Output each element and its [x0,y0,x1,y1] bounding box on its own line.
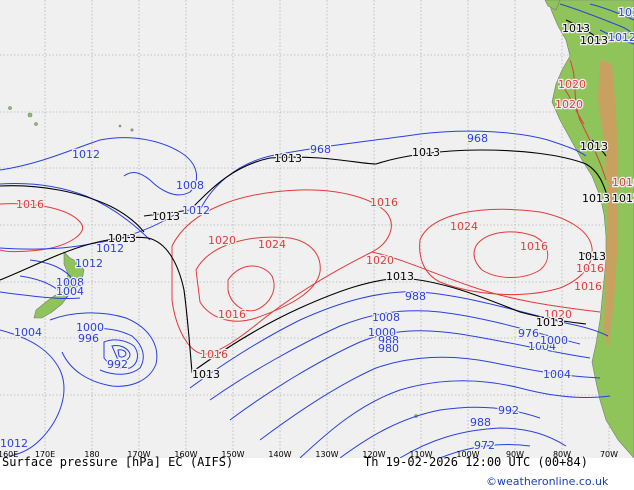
isobar-high-label: 1016 [520,240,548,253]
isobar-low-label: 968 [467,132,488,145]
isobar-1013-label: 1013 [612,192,634,205]
isobar-low-label: 1012 [72,148,100,161]
isobar-1013-label: 1013 [580,140,608,153]
new-zealand-north-island [63,251,85,293]
isobar-low-label: 988 [378,334,399,347]
isobar-low-label: 992 [107,358,128,371]
island [118,124,122,128]
isobar-high-label: 1016 [200,348,228,361]
isobar-low-label: 1012 [618,6,634,19]
longitude-tick-label: 150W [221,450,244,459]
longitude-tick-label: 170W [127,450,150,459]
isobar-high-label: 1024 [258,238,286,251]
isobar-1013-label: 1013 [412,146,440,159]
longitude-tick-label: 80W [553,450,571,459]
map-title: Surface pressure [hPa] EC (AIFS) [2,455,233,469]
isobar-low-label: 1004 [543,368,571,381]
island [27,112,33,118]
isobar-1013-label: 1013 [562,22,590,35]
island [8,106,12,110]
isobar-high-label: 1020 [555,98,583,111]
isobar-low-label: 1008 [372,311,400,324]
isobar-low-label: 1000 [76,321,104,334]
longitude-tick-label: 180 [84,450,99,459]
isobar-low-label: 988 [470,416,491,429]
isobar-high-label: 1020 [366,254,394,267]
isobar-high-label: 1016 [16,198,44,211]
isobars-low [0,3,634,459]
isobar-high-label: 1020 [208,234,236,247]
isobar-low-label: 1008 [176,179,204,192]
valid-time: Th 19-02-2026 12:00 UTC (00+84) [364,455,588,469]
isobar-low-label: 1012 [75,257,103,270]
isobar-1013-label: 1013 [386,270,414,283]
longitude-tick-label: 100W [456,450,479,459]
isobar-high-label: 1024 [450,220,478,233]
isobar-high-label: 1020 [544,308,572,321]
isobar-low-label: 1012 [608,31,634,44]
isobar-1013-label: 1013 [582,192,610,205]
credit-link[interactable]: ©weatheronline.co.uk [486,475,609,488]
longitude-tick-label: 160E [0,450,18,459]
central-america [544,0,561,11]
isobar-1013-label: 1013 [108,232,136,245]
longitude-tick-label: 120W [362,450,385,459]
isobar-low-label: 1004 [528,340,556,353]
isobar-1013-label: 1013 [536,316,564,329]
isobar-high-label: 1016 [574,280,602,293]
isobars-high [0,59,607,355]
longitude-tick-label: 160W [174,450,197,459]
isobar-1013-label: 1013 [192,368,220,381]
isobar-low-label: 1012 [0,437,28,450]
longitude-tick-label: 140W [268,450,291,459]
isobar-labels-high: 1016 1016 1020 1024 1016 1016 1020 1024 1016 1020… [15,77,634,363]
longitude-tick-label: 110W [409,450,432,459]
footer-band [0,458,634,490]
isobar-low-label: 988 [405,290,426,303]
isobar-standard [0,19,609,374]
island [34,122,38,126]
longitude-tick-label: 170E [35,450,55,459]
ocean-background [0,0,634,458]
isobar-high-label: 1016 [218,308,246,321]
isobar-low-label: 1004 [14,326,42,339]
isobar-1013-label: 1013 [580,34,608,47]
isobar-high-label: 1016 [612,176,634,189]
longitude-tick-label: 130W [315,450,338,459]
andes [598,60,618,350]
isobar-low-label: 968 [310,143,331,156]
isobar-1013-label: 1013 [578,250,606,263]
longitude-tick-label: 70W [600,450,618,459]
isobar-low-label: 1000 [368,326,396,339]
isobar-high-label: 1016 [576,262,604,275]
longitude-axis: 160E 170E 180 170W 160W 150W 140W 130W 120W 110W 1… [0,450,618,459]
isobar-1013-label: 1013 [152,210,180,223]
longitude-tick-label: 90W [506,450,524,459]
isobar-1013-label: 1013 [274,152,302,165]
isobar-low-label: 1012 [182,204,210,217]
isobar-low-label: 1012 [96,242,124,255]
isobar-low-label: 1008 [56,276,84,289]
isobar-low-label: 980 [378,342,399,355]
isobar-low-label: 996 [78,332,99,345]
isobar-high-label: 1016 [370,196,398,209]
isobar-labels-low: 1012100810121012101210081004100099699298… [0,5,634,454]
isobar-low-label: 1004 [56,285,84,298]
island [130,128,134,132]
isobar-low-label: 992 [498,404,519,417]
isobar-high-label: 1020 [558,78,586,91]
isobar-low-label: 1000 [540,334,568,347]
isobar-low-label: 972 [474,439,495,452]
isobar-low-label: 976 [518,327,539,340]
